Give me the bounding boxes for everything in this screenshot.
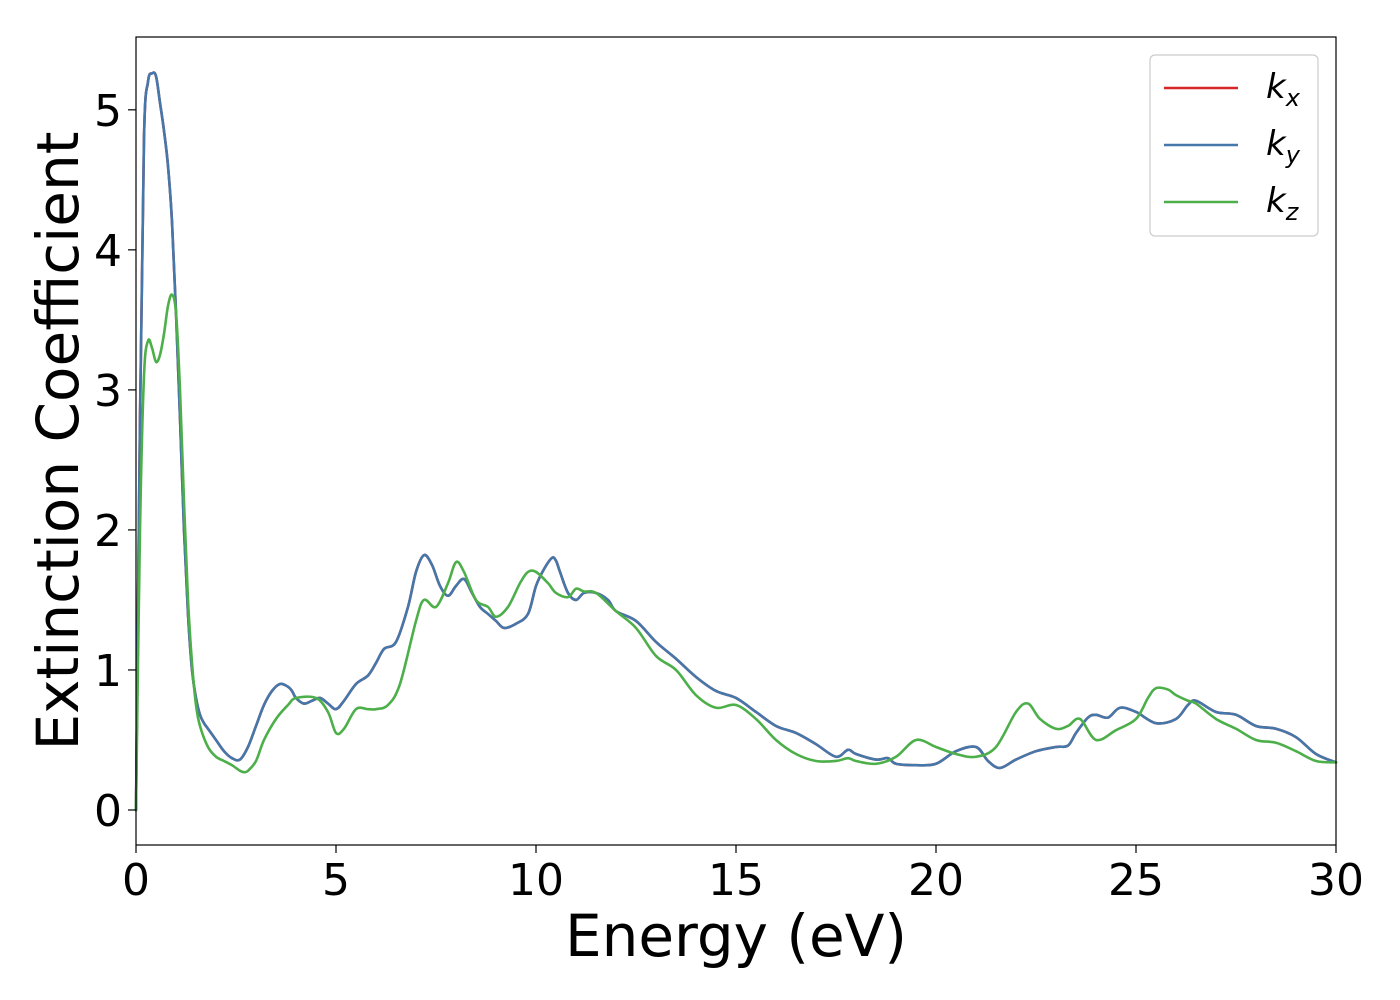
x-tick-label: 15: [708, 855, 764, 906]
y-tick-label: 1: [94, 646, 122, 697]
y-tick-label: 0: [94, 786, 122, 837]
x-tick-label: 20: [908, 855, 964, 906]
y-axis-title: Extinction Coefficient: [24, 132, 92, 751]
x-tick-label: 5: [322, 855, 350, 906]
y-axis-ticks: 0 1 2 3 4 5: [94, 86, 136, 837]
series-line-y: [134, 71, 1338, 812]
series-layer: [134, 71, 1338, 812]
y-tick-label: 4: [94, 226, 122, 277]
x-axis-title: Energy (eV): [565, 902, 907, 970]
y-tick-label: 5: [94, 86, 122, 137]
x-tick-label: 0: [122, 855, 150, 906]
y-tick-label: 3: [94, 366, 122, 417]
x-tick-label: 30: [1308, 855, 1364, 906]
x-tick-label: 10: [508, 855, 564, 906]
x-tick-label: 25: [1108, 855, 1164, 906]
y-tick-label: 2: [94, 506, 122, 557]
series-line-z: [134, 293, 1338, 812]
x-axis-ticks: 0 5 10 15 20 25 30: [122, 845, 1364, 906]
